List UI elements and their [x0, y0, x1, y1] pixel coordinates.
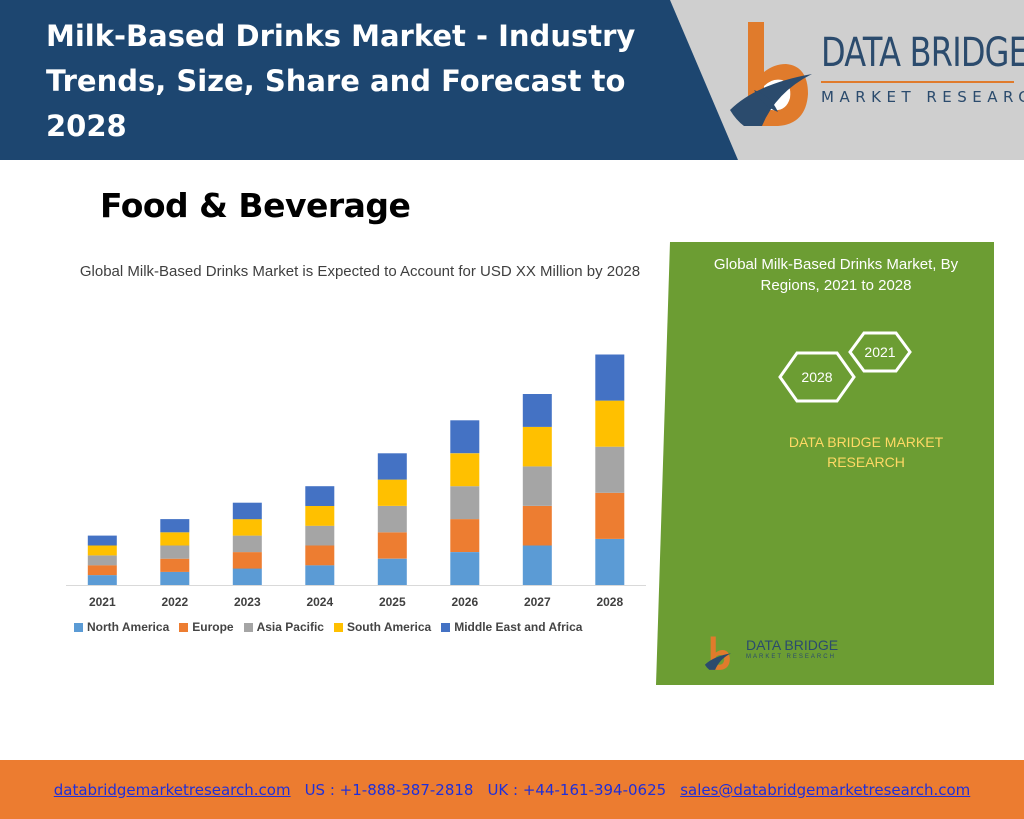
bar-segment-2022-series-4 [160, 519, 190, 533]
chart-canvas: 2021 2022 2023 2024 2025 2026 2027 2028 [66, 354, 646, 609]
legend-label: Europe [192, 620, 234, 634]
bar-segment-2025-series-0 [377, 558, 407, 585]
legend-item-asia-pacific: Asia Pacific [243, 620, 324, 634]
mini-logo-tagline: MARKET RESEARCH [746, 654, 836, 660]
bar-segment-2025-series-3 [377, 479, 407, 506]
regions-panel-brand: DATA BRIDGE MARKET RESEARCH [788, 434, 944, 470]
bar-segment-2021-series-0 [87, 575, 117, 585]
regions-panel: Global Milk-Based Drinks Market, By Regi… [656, 242, 994, 685]
legend-swatch [243, 622, 253, 632]
x-tick-label: 2023 [234, 595, 261, 609]
legend-label: Middle East and Africa [454, 620, 583, 634]
bar-segment-2028-series-3 [595, 400, 625, 447]
logo-b-mark-icon [730, 22, 812, 126]
x-tick-label: 2022 [161, 595, 188, 609]
bar-segment-2021-series-4 [87, 535, 117, 546]
page-title: Milk-Based Drinks Market - Industry Tren… [46, 19, 636, 143]
section-title: Food & Beverage [100, 186, 411, 225]
bar-segment-2028-series-4 [595, 354, 625, 401]
bar-segment-2028-series-0 [595, 538, 625, 585]
header-banner: Milk-Based Drinks Market - Industry Tren… [0, 0, 1024, 160]
x-tick-label: 2028 [596, 595, 623, 609]
hexagon-2028-shape [778, 351, 856, 403]
bar-segment-2027-series-2 [522, 466, 552, 506]
mini-data-bridge-logo: DATA BRIDGE MARKET RESEARCH [696, 634, 896, 674]
bar-segment-2023-series-3 [232, 519, 262, 536]
regions-panel-title: Global Milk-Based Drinks Market, By Regi… [713, 256, 959, 294]
legend-swatch [74, 622, 83, 632]
x-tick-label: 2024 [306, 595, 333, 609]
data-bridge-logo: DATA BRIDGE MARKET RESEARCH [726, 14, 1024, 144]
x-tick-label: 2027 [524, 595, 551, 609]
bar-segment-2024-series-0 [305, 565, 335, 585]
legend-swatch [333, 622, 343, 632]
legend-item-middle-east-africa: Middle East and Africa [441, 620, 582, 634]
legend-label: Asia Pacific [256, 620, 324, 634]
bar-segment-2028-series-2 [595, 446, 625, 493]
bar-segment-2022-series-3 [160, 532, 190, 546]
bar-segment-2028-series-1 [595, 492, 625, 539]
bar-segment-2022-series-0 [160, 571, 190, 585]
bar-segment-2027-series-0 [522, 545, 552, 585]
legend-item-south-america: South America [333, 620, 432, 634]
bar-segment-2023-series-2 [232, 535, 262, 553]
hexagon-2021-shape [848, 331, 912, 373]
legend-swatch [441, 622, 451, 632]
chart-title: Global Milk-Based Drinks Market is Expec… [79, 263, 641, 280]
mini-logo-wordmark: DATA BRIDGE [746, 637, 839, 653]
mini-logo-b-mark-icon [704, 636, 732, 670]
x-tick-label: 2026 [451, 595, 478, 609]
x-tick-label: 2021 [89, 595, 116, 609]
bar-segment-2025-series-4 [377, 453, 407, 480]
email-link[interactable]: sales@databridgemarketresearch.com [680, 780, 971, 799]
bar-segment-2026-series-3 [450, 453, 480, 487]
bar-segment-2023-series-0 [232, 568, 262, 585]
chart-legend: North America Europe Asia Pacific South … [74, 620, 674, 634]
legend-label: North America [87, 620, 170, 634]
legend-item-north-america: North America [74, 620, 169, 634]
bar-segment-2021-series-2 [87, 555, 117, 566]
bar-segment-2025-series-2 [377, 506, 407, 533]
bar-segment-2027-series-3 [522, 426, 552, 467]
logo-wordmark: DATA BRIDGE [821, 30, 1024, 76]
bar-segment-2025-series-1 [377, 532, 407, 559]
bar-segment-2023-series-4 [232, 502, 262, 520]
bar-segment-2026-series-1 [450, 519, 480, 552]
header-title-band [0, 0, 738, 160]
logo-tagline: MARKET RESEARCH [821, 88, 1024, 106]
hexagon-years-icon: 2021 2028 [778, 331, 912, 403]
hexagon-year-2028: 2028 [801, 369, 832, 385]
bar-segment-2024-series-4 [305, 486, 335, 506]
legend-swatch [179, 622, 189, 632]
bar-segment-2024-series-3 [305, 506, 335, 526]
bar-segment-2021-series-1 [87, 565, 117, 576]
bar-segment-2024-series-2 [305, 525, 335, 546]
bar-segment-2023-series-1 [232, 552, 262, 569]
bar-segment-2026-series-0 [450, 552, 480, 585]
uk-phone: UK : +44-161-394-0625 [487, 780, 667, 799]
x-tick-label: 2025 [379, 595, 406, 609]
website-link[interactable]: databridgemarketresearch.com [53, 780, 291, 799]
bar-segment-2022-series-1 [160, 558, 190, 572]
legend-item-europe: Europe [179, 620, 234, 634]
us-phone: US : +1-888-387-2818 [304, 780, 474, 799]
hexagon-year-2021: 2021 [864, 344, 895, 360]
bar-segment-2022-series-2 [160, 545, 190, 559]
bar-segment-2026-series-4 [450, 420, 480, 454]
legend-label: South America [346, 620, 432, 634]
stacked-bar-chart: 2021 2022 2023 2024 2025 2026 2027 2028 Global … [30, 242, 656, 688]
bar-segment-2027-series-4 [522, 394, 552, 427]
bar-segment-2026-series-2 [450, 486, 480, 520]
bar-segment-2027-series-1 [522, 506, 552, 546]
footer-contact-bar: databridgemarketresearch.com US : +1-888… [0, 760, 1024, 819]
bar-segment-2024-series-1 [305, 545, 335, 566]
bar-segment-2021-series-3 [87, 545, 117, 556]
logo-divider [821, 81, 1014, 83]
